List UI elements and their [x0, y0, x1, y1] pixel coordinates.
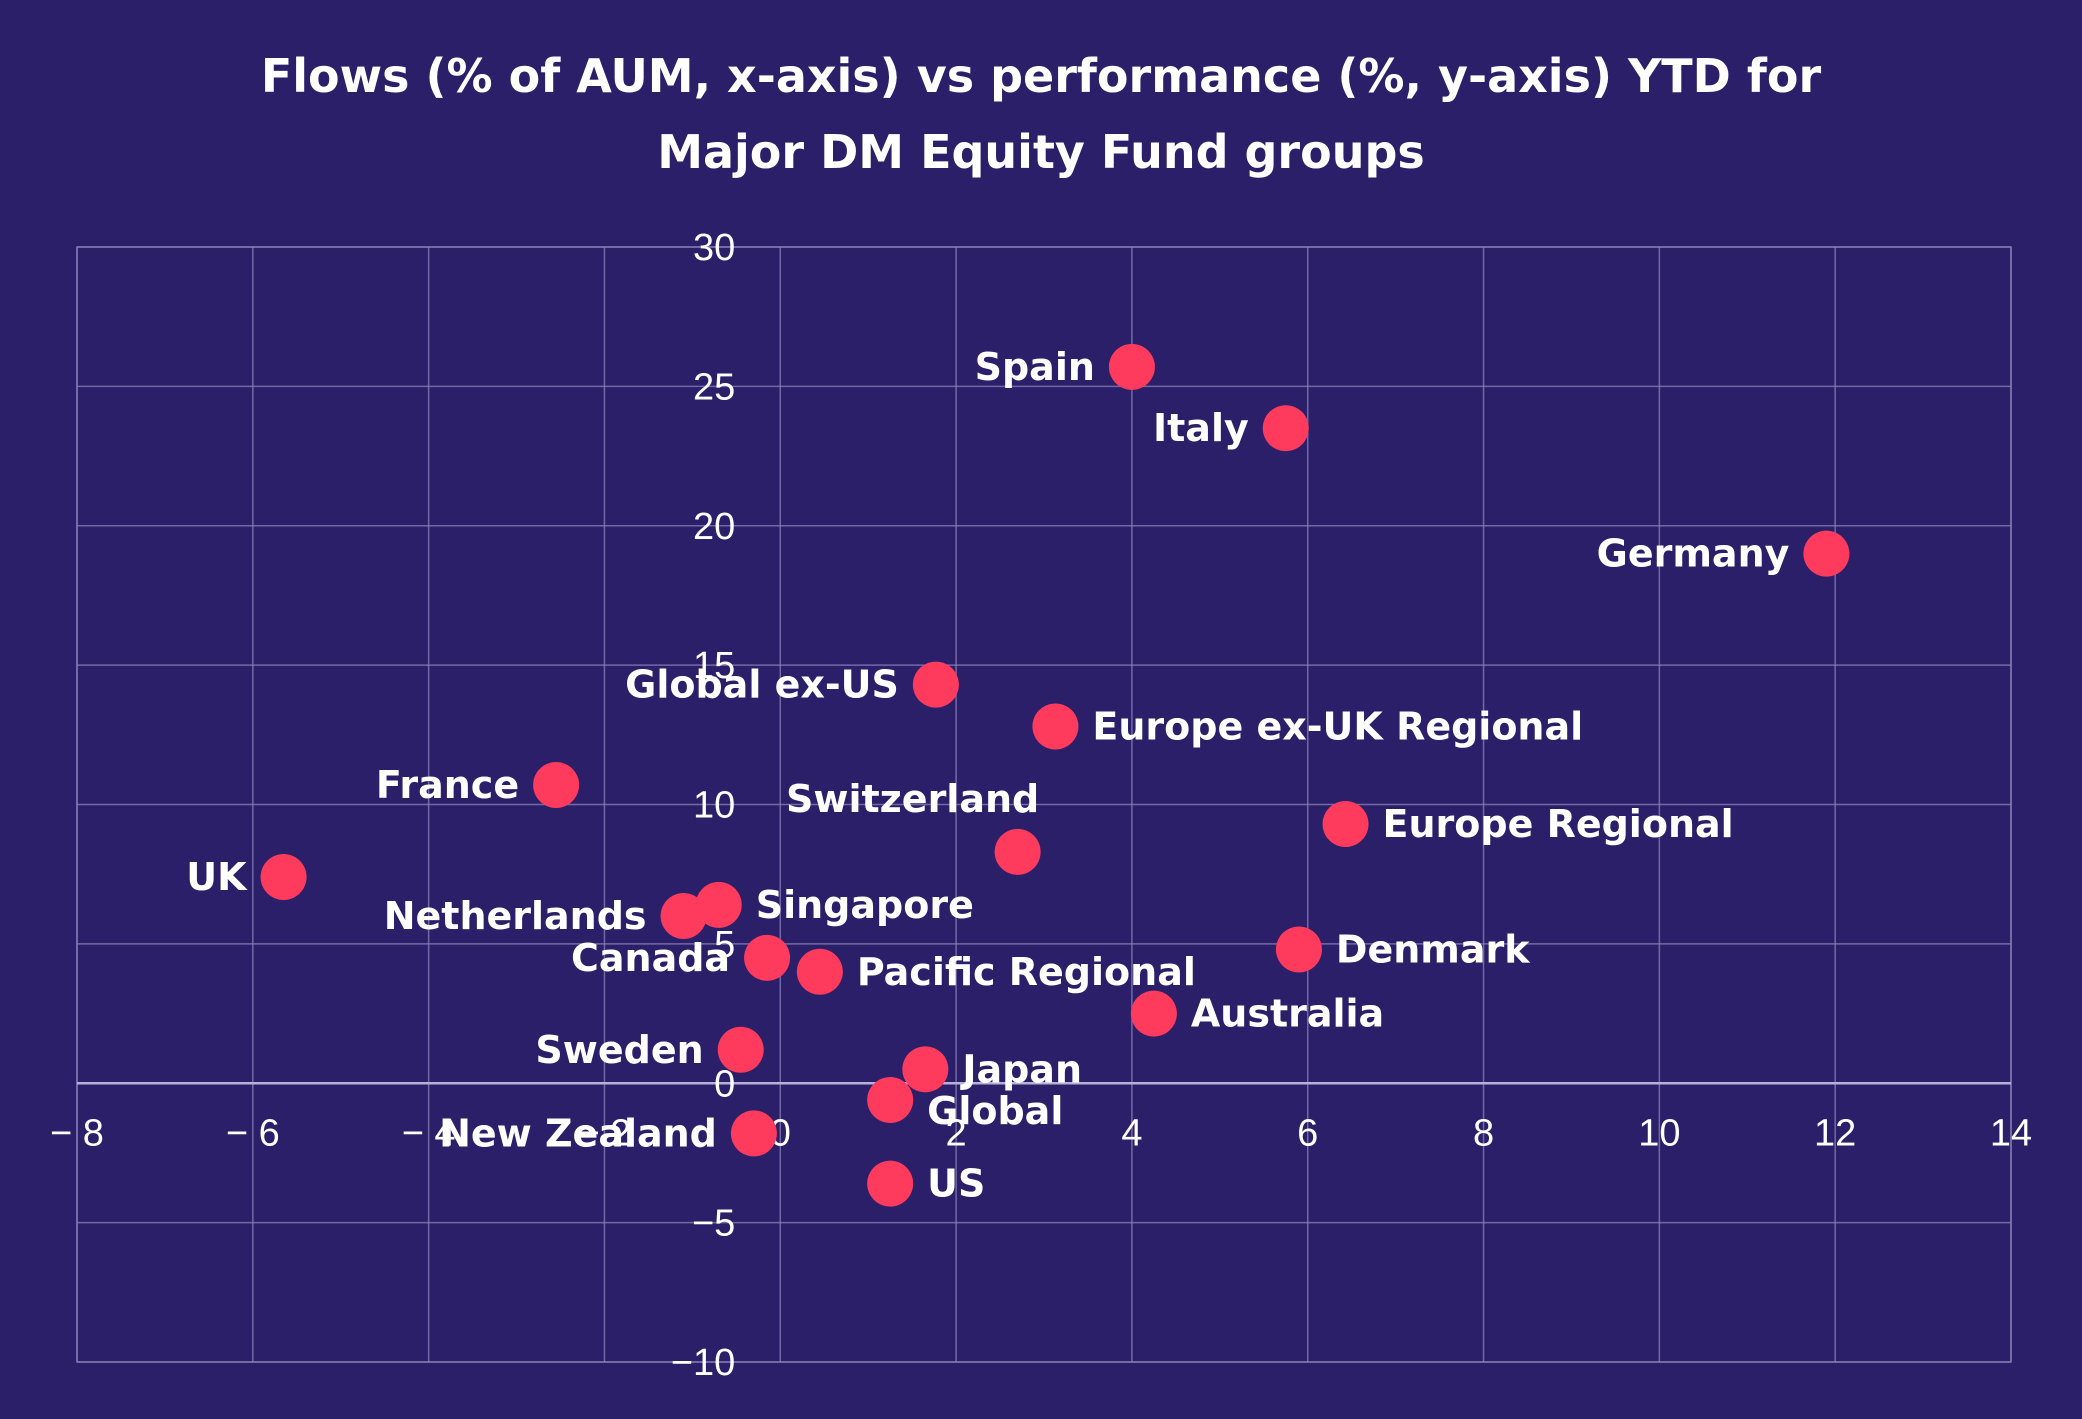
data-point — [1108, 343, 1155, 390]
y-tick-label: 15 — [693, 645, 735, 687]
point-label: Global — [927, 1089, 1063, 1133]
point-label: Canada — [571, 936, 730, 980]
y-tick-label: 0 — [714, 1063, 735, 1105]
x-tick-label: 2 — [946, 1112, 967, 1154]
point-label: Netherlands — [384, 894, 647, 938]
point-label: UK — [186, 855, 248, 899]
x-tick-label: − 6 — [226, 1112, 280, 1154]
data-point — [796, 948, 843, 995]
x-tick-label: 12 — [1814, 1112, 1856, 1154]
y-tick-label: 30 — [693, 227, 735, 269]
x-tick-label: − 4 — [402, 1112, 456, 1154]
point-label: New Zealand — [439, 1111, 717, 1155]
point-label: Singapore — [756, 883, 974, 927]
y-tick-label: 25 — [693, 366, 735, 408]
data-point — [1803, 530, 1850, 577]
point-label: Japan — [959, 1047, 1082, 1091]
x-tick-label: 4 — [1121, 1112, 1142, 1154]
point-label: Europe Regional — [1383, 802, 1734, 846]
data-point — [912, 661, 959, 708]
x-tick-label: 8 — [1473, 1112, 1494, 1154]
x-tick-label: 0 — [770, 1112, 791, 1154]
data-point — [533, 761, 580, 808]
chart-title-line-1: Flows (% of AUM, x-axis) vs performance … — [261, 49, 1822, 103]
x-tick-label: 14 — [1990, 1112, 2032, 1154]
point-label: Italy — [1153, 406, 1249, 450]
data-point — [717, 1026, 764, 1073]
x-tick-label: − 8 — [50, 1112, 104, 1154]
point-label: Denmark — [1336, 927, 1530, 971]
point-label: Pacific Regional — [857, 950, 1196, 994]
data-point — [1275, 926, 1322, 973]
data-point — [867, 1076, 914, 1123]
point-label: Sweden — [535, 1028, 703, 1072]
point-label: Australia — [1191, 992, 1384, 1036]
data-point — [902, 1046, 949, 1093]
data-point — [730, 1110, 777, 1157]
y-tick-label: −5 — [692, 1203, 735, 1245]
data-point — [744, 934, 791, 981]
axis-ticks: − 8 − 6 − 4 − 2 0 2 4 6 8 10 12 14 −10 −5 0 5 10 15 20 25 30 — [50, 227, 2032, 1384]
y-tick-label: −10 — [671, 1342, 735, 1384]
point-label: US — [927, 1162, 985, 1206]
point-label: Switzerland — [786, 777, 1039, 821]
y-tick-label: 20 — [693, 506, 735, 548]
y-tick-label: 5 — [714, 924, 735, 966]
data-point — [1130, 990, 1177, 1037]
x-tick-label: − 2 — [578, 1112, 632, 1154]
x-tick-label: 10 — [1638, 1112, 1680, 1154]
data-point — [260, 853, 307, 900]
data-point — [1322, 801, 1369, 848]
grid — [76, 246, 2012, 1363]
y-tick-label: 10 — [693, 785, 735, 827]
point-label: Spain — [975, 345, 1095, 389]
data-point — [660, 893, 707, 939]
x-tick-label: 6 — [1297, 1112, 1318, 1154]
data-point — [695, 881, 742, 928]
point-label: Europe ex-UK Regional — [1092, 704, 1583, 748]
point-label: Global ex-US — [625, 663, 899, 707]
data-point — [1032, 703, 1079, 750]
point-label: Germany — [1597, 532, 1790, 576]
point-label: France — [376, 763, 519, 807]
data-point — [867, 1160, 914, 1207]
data-points: Spain Italy Germany Global ex-US Europe ex-U… — [186, 343, 1850, 1207]
data-point — [1262, 405, 1309, 452]
data-point — [994, 828, 1041, 875]
chart-title-line-2: Major DM Equity Fund groups — [657, 125, 1425, 179]
